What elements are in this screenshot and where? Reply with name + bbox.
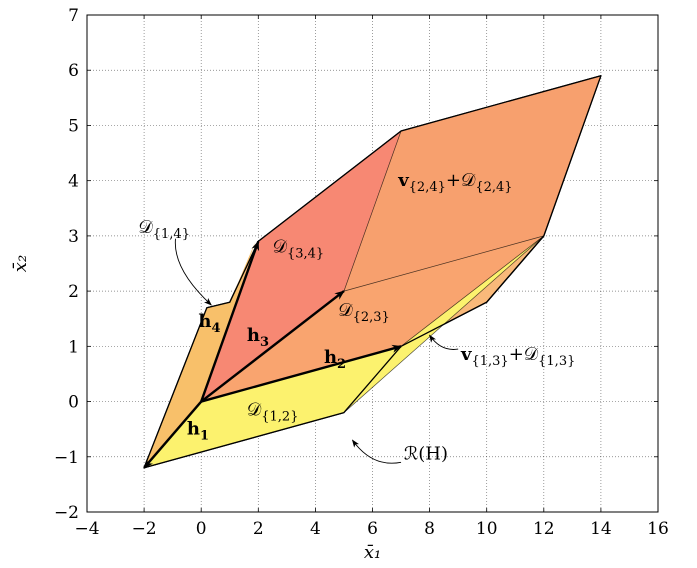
pointers — [174, 238, 459, 464]
annotations: h1 h2 h3 h4 𝒟{1,2} 𝒟{2,3} 𝒟{3,4} 𝒟{1,4} v{2,4}+𝒟… — [138, 170, 575, 464]
x-axis-label: x̄₁ — [364, 542, 381, 563]
region-d34 — [201, 131, 402, 402]
vector-h2 — [200, 344, 403, 403]
lbl-h3: h3 — [247, 325, 269, 350]
x-tick-label: −2 — [132, 519, 157, 539]
y-tick-label: 5 — [68, 116, 79, 136]
y-tick-label: 4 — [68, 172, 79, 192]
regions — [143, 75, 602, 469]
x-tick-label: 14 — [590, 519, 612, 539]
x-tick-label: 2 — [253, 519, 264, 539]
y-tick-label: −1 — [54, 448, 79, 468]
lbl-d23: 𝒟{2,3} — [338, 300, 390, 325]
x-tick-label: 12 — [533, 519, 555, 539]
region-d12 — [144, 235, 544, 468]
lbl-v13: v{1,3}+𝒟{1,3} — [460, 344, 575, 369]
lbl-h1: h1 — [187, 419, 209, 444]
lbl-rh: ℛ(H) — [404, 444, 448, 465]
lbl-v24: v{2,4}+𝒟{2,4} — [397, 170, 512, 195]
y-tick-label: 6 — [68, 61, 79, 81]
inner-edge — [343, 130, 402, 292]
inner-edge — [400, 235, 545, 347]
x-tick-label: 4 — [310, 519, 321, 539]
x-tick-label: 0 — [196, 519, 207, 539]
y-tick-label: 1 — [68, 337, 79, 357]
y-tick-label: −2 — [54, 503, 79, 523]
x-tick-label: 16 — [647, 519, 669, 539]
x-tick-label: −4 — [74, 519, 99, 539]
region-d14 — [144, 241, 256, 468]
annotation-pointer — [351, 439, 402, 464]
lbl-h2: h2 — [324, 347, 346, 372]
vector-h3 — [200, 290, 345, 403]
region-outline — [143, 75, 602, 469]
vector-h4 — [200, 240, 260, 402]
annotation-pointer — [429, 334, 459, 350]
y-axis-label: x̄₂ — [10, 255, 31, 272]
x-tick-label: 10 — [476, 519, 498, 539]
x-tick-label: 6 — [367, 519, 378, 539]
y-tick-label: 7 — [68, 6, 79, 26]
lbl-d12: 𝒟{1,2} — [247, 399, 299, 424]
lbl-d34: 𝒟{3,4} — [273, 236, 325, 261]
inner-edge — [343, 235, 545, 413]
y-tick-label: 0 — [68, 393, 79, 413]
vector-h1 — [143, 400, 203, 469]
lbl-d14: 𝒟{1,4} — [138, 217, 190, 242]
inner-edge — [343, 235, 544, 292]
region-d23 — [201, 235, 544, 402]
lbl-h4: h4 — [198, 311, 220, 336]
vectors — [143, 240, 403, 469]
inner-edges — [343, 130, 545, 413]
y-tick-label: 2 — [68, 282, 79, 302]
x-tick-label: 8 — [424, 519, 435, 539]
annotation-pointer — [174, 238, 212, 306]
y-tick-label: 3 — [68, 227, 79, 247]
